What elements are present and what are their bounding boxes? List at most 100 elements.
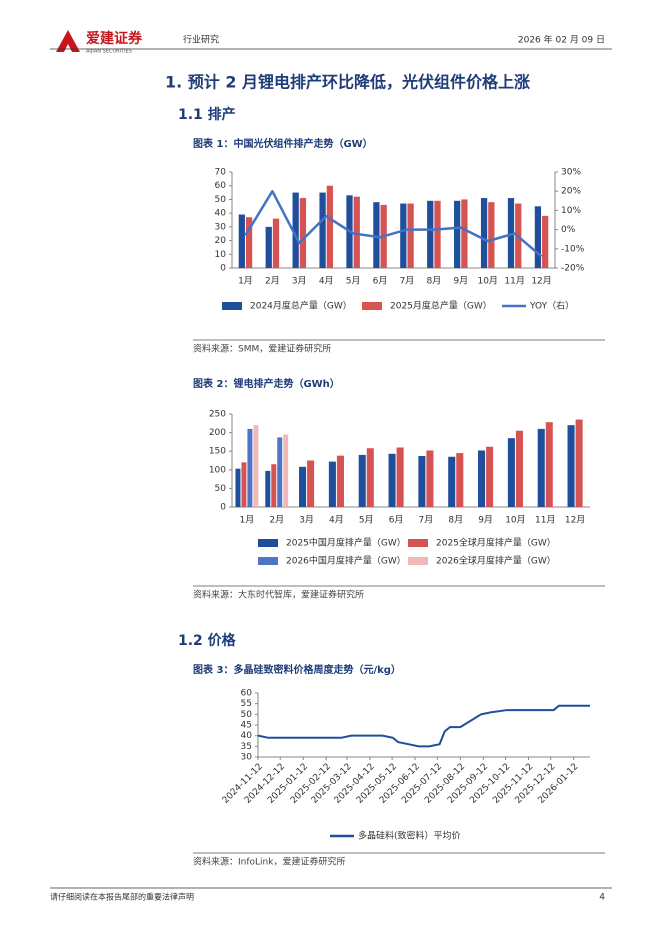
bar	[328, 461, 336, 507]
bar	[373, 202, 380, 268]
bar	[534, 206, 542, 268]
legend-label: YOY（右）	[529, 300, 574, 312]
legend-swatch	[408, 557, 428, 565]
bar	[319, 192, 326, 268]
legend-swatch	[258, 557, 278, 565]
yoy-line	[244, 189, 543, 258]
x-tick-label: 2月	[265, 276, 280, 287]
x-tick-label: 3月	[299, 515, 314, 526]
bar	[235, 468, 241, 507]
bar	[336, 455, 344, 507]
x-tick-label: 6月	[373, 276, 388, 287]
bar	[238, 214, 245, 268]
x-tick-label: 12月	[565, 515, 585, 526]
x-tick-label: 2月	[269, 515, 284, 526]
page-number: 4	[599, 893, 605, 903]
y-tick-label: 70	[215, 168, 227, 178]
x-tick-label: 8月	[448, 515, 463, 526]
bar	[545, 422, 553, 507]
x-tick-label: 9月	[453, 276, 468, 287]
report-section: 行业研究	[183, 34, 219, 46]
bar	[575, 419, 583, 507]
legend-swatch	[258, 539, 278, 547]
heading-1: 1. 预计 2 月锂电排产环比降低，光伏组件价格上涨	[165, 73, 530, 92]
x-tick-label: 6月	[389, 515, 404, 526]
bar	[507, 198, 515, 268]
bar	[480, 198, 488, 268]
y-tick-label: 40	[241, 731, 253, 741]
legend-swatch	[362, 302, 382, 310]
y-tick-label: 30	[241, 753, 253, 763]
x-tick-label: 4月	[329, 515, 344, 526]
y-tick-label: 45	[241, 721, 252, 731]
y-tick-label: 10	[215, 250, 227, 260]
bar	[418, 456, 426, 507]
bar	[461, 199, 468, 268]
x-tick-label: 9月	[478, 515, 493, 526]
bar	[448, 456, 456, 507]
report-date: 2026 年 02 月 09 日	[518, 34, 605, 46]
legend-label: 2025月度总产量（GW）	[390, 300, 492, 312]
bar	[271, 464, 277, 507]
legend-label: 2024月度总产量（GW）	[250, 300, 352, 312]
bar	[388, 453, 396, 507]
figure-title: 图表 3：多晶硅致密料价格周度走势（元/kg）	[193, 663, 401, 676]
bar	[272, 218, 280, 268]
y2-tick-label: -20%	[561, 264, 585, 274]
bar	[488, 202, 495, 268]
figure-source: 资料来源：InfoLink，爱建证券研究所	[193, 856, 345, 868]
logo-sub: AIJIAN SECURITIES	[86, 49, 132, 55]
y-tick-label: 50	[241, 710, 253, 720]
x-tick-label: 10月	[505, 515, 525, 526]
bar	[277, 437, 283, 507]
bar	[353, 196, 360, 268]
y-tick-label: 0	[220, 264, 226, 274]
section-heading: 1.1 排产	[178, 106, 236, 123]
footer-disclaimer: 请仔细阅读在本报告尾部的重要法律声明	[50, 892, 194, 902]
bar	[396, 447, 404, 507]
y-tick-label: 250	[209, 410, 226, 420]
x-tick-label: 11月	[504, 276, 524, 287]
bar	[515, 430, 523, 507]
logo-name: 爱建证券	[86, 30, 143, 47]
bar	[537, 428, 545, 507]
y-tick-label: 40	[215, 209, 227, 219]
section-heading: 1.2 价格	[178, 632, 237, 649]
bar	[265, 470, 271, 507]
x-tick-label: 8月	[427, 276, 442, 287]
x-tick-label: 1月	[238, 276, 253, 287]
figure-title: 图表 2：锂电排产走势（GWh）	[193, 377, 340, 390]
bar	[326, 185, 333, 268]
y-tick-label: 50	[215, 195, 227, 205]
y-tick-label: 60	[215, 181, 227, 191]
x-tick-label: 12月	[531, 276, 551, 287]
bar	[366, 448, 374, 507]
bar	[245, 217, 253, 268]
y-tick-label: 200	[209, 428, 226, 438]
y2-tick-label: 20%	[561, 187, 581, 197]
bar	[427, 200, 434, 268]
bar	[486, 446, 494, 507]
bar	[407, 203, 414, 268]
x-tick-label: 3月	[292, 276, 307, 287]
x-tick-label: 4月	[319, 276, 334, 287]
legend-label: 2025中国月度排产量（GW）	[286, 537, 406, 549]
y-tick-label: 35	[241, 742, 252, 752]
price-line	[257, 704, 590, 748]
figure-source: 资料来源：SMM，爱建证券研究所	[193, 343, 331, 355]
bar	[567, 425, 575, 507]
bar	[292, 192, 299, 268]
x-tick-label: 7月	[400, 276, 415, 287]
bar	[400, 203, 407, 268]
bar	[247, 428, 253, 507]
bar	[265, 226, 272, 268]
legend-label: 2026中国月度排产量（GW）	[286, 555, 406, 567]
y2-tick-label: 30%	[561, 168, 581, 178]
y-tick-label: 50	[215, 484, 227, 494]
bar	[426, 450, 434, 507]
legend-swatch	[408, 539, 428, 547]
y2-tick-label: 10%	[561, 206, 581, 216]
y-tick-label: 30	[215, 222, 227, 232]
bar	[307, 460, 315, 507]
